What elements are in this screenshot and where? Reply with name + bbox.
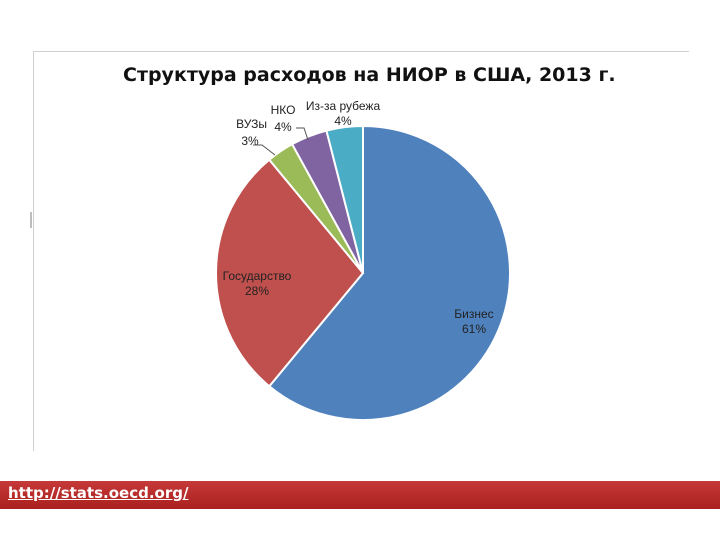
pie-slice-government	[214, 158, 365, 388]
slice-value-label: 28%	[245, 284, 269, 298]
pie-chart: Бизнес61%Государство28%ВУЗы3%НКО4%Из-за …	[214, 99, 511, 421]
slice-category-label: Бизнес	[454, 307, 493, 321]
slice-value-label: 61%	[462, 322, 486, 336]
chart-frame-tick	[30, 212, 32, 228]
slice-category-label: ВУЗы	[236, 117, 267, 131]
slice-category-label: Государство	[223, 269, 292, 283]
chart-frame-top-border	[33, 51, 689, 52]
source-link[interactable]: http://stats.oecd.org/	[8, 484, 189, 502]
slice-value-label: 4%	[274, 120, 292, 134]
slice-label-universities: ВУЗы 3%	[236, 117, 276, 156]
slice-label-nonprofit: НКО 4%	[271, 103, 309, 141]
slice-category-label: НКО	[271, 103, 296, 117]
chart-title: Структура расходов на НИОР в США, 2013 г…	[123, 64, 616, 86]
leader-line	[296, 127, 309, 141]
pie-slice-foreign	[325, 124, 364, 274]
pie-slice-business	[267, 124, 511, 421]
slice-value-label: 4%	[334, 114, 352, 128]
footer-bar	[0, 481, 720, 509]
chart-frame-left-border	[33, 51, 34, 451]
slice-value-label: 3%	[241, 134, 259, 148]
leader-line	[253, 144, 276, 156]
slice-category-label: Из-за рубежа	[306, 99, 381, 113]
